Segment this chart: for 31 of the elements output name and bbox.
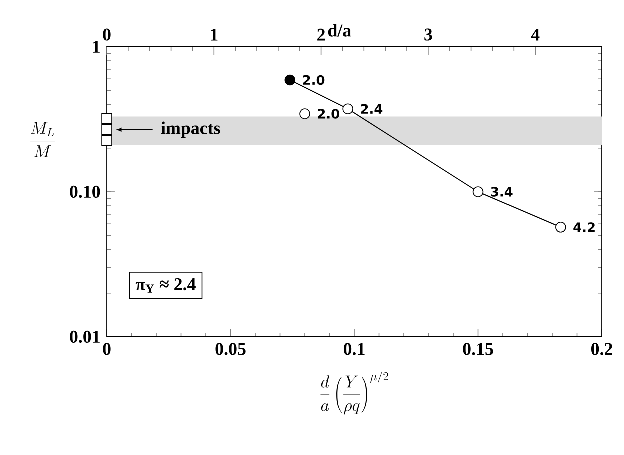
y-tick-label: 0.10 (70, 186, 100, 198)
point (556, 222, 566, 233)
point (284, 74, 296, 86)
x-tick-label: 0.15 (463, 343, 494, 356)
annotation: π$_{Y}$ ≈ 2.4 (136, 278, 196, 293)
x2-tick-label: 1 (211, 28, 218, 41)
annotation: 4.2 (574, 222, 595, 232)
point (300, 108, 310, 120)
x2-axis-title: d/a (328, 24, 352, 37)
x-tick-label: 0.2 (591, 343, 612, 356)
x-axis-title: $\frac{d}{a}\left(\frac{Y}{\rho q}\right)^{\mu/2}$ (320, 371, 388, 415)
annotation: 2.0 (303, 75, 325, 86)
annotation: impacts (161, 122, 220, 138)
x-tick-label: 0.1 (344, 343, 365, 356)
x-tick-label: 0.05 (216, 343, 246, 356)
x2-tick-label: 3 (424, 28, 432, 41)
point (102, 124, 112, 136)
annotation: 2.0 (318, 109, 340, 119)
annotation: 3.4 (491, 187, 513, 197)
annotation: 2.4 (361, 104, 383, 114)
point (102, 113, 112, 124)
point (102, 136, 112, 146)
y-tick-label: 0.01 (70, 330, 100, 344)
point (472, 186, 484, 198)
x2-tick-label: 4 (531, 28, 540, 41)
x2-tick-label: 0 (103, 28, 111, 41)
y-axis-title: $\frac{M_{L}}{M}$ (30, 122, 56, 158)
point (342, 104, 354, 114)
x-tick-label: 0 (103, 343, 111, 356)
y-tick-label: 1 (93, 41, 100, 53)
x2-tick-label: 2 (318, 28, 326, 41)
